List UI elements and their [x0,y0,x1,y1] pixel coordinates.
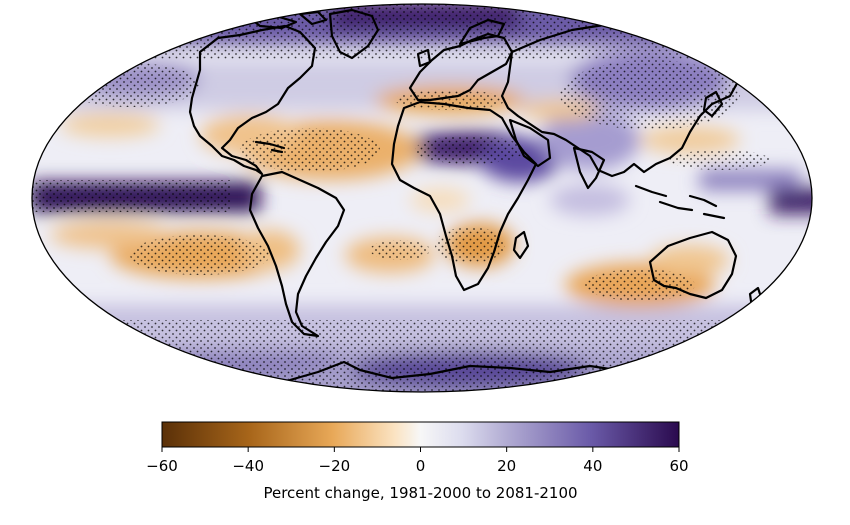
scandinavia-coastline [458,18,506,46]
colorbar: −60 −40 −20 0 20 40 60 Percent change, 1981-20… [146,421,689,502]
europe-coastline [408,32,514,102]
colorbar-tick-label: 40 [583,457,602,475]
colorbar-tick-label: −20 [319,457,351,475]
australia-coastline [648,230,738,300]
caribbean-coastline [254,140,286,154]
colorbar-tick-label: −40 [232,457,264,475]
colorbar-tick-label: 20 [497,457,516,475]
british-isles-coastline [416,48,432,68]
mollweide-globe [31,3,813,393]
colorbar-tick-label: −60 [146,457,178,475]
colorbar-gradient [161,421,680,448]
south-america-coastline [248,170,346,338]
africa-coastline [390,100,538,292]
colorbar-tick-label: 60 [669,457,688,475]
globe-outline [31,3,813,393]
southeast-asia-islands-coastline [634,184,726,220]
colorbar-label: Percent change, 1981-2000 to 2081-2100 [263,484,577,502]
colorbar-tick-label: 0 [416,457,426,475]
north-america-coastline [188,24,317,176]
madagascar-coastline [512,230,530,260]
greenland-coastline [328,8,380,60]
japan-coastline [702,90,724,118]
colorbar-ticks: −60 −40 −20 0 20 40 60 [146,447,689,475]
arabia-coastline [508,118,552,168]
india-coastline [572,146,606,190]
